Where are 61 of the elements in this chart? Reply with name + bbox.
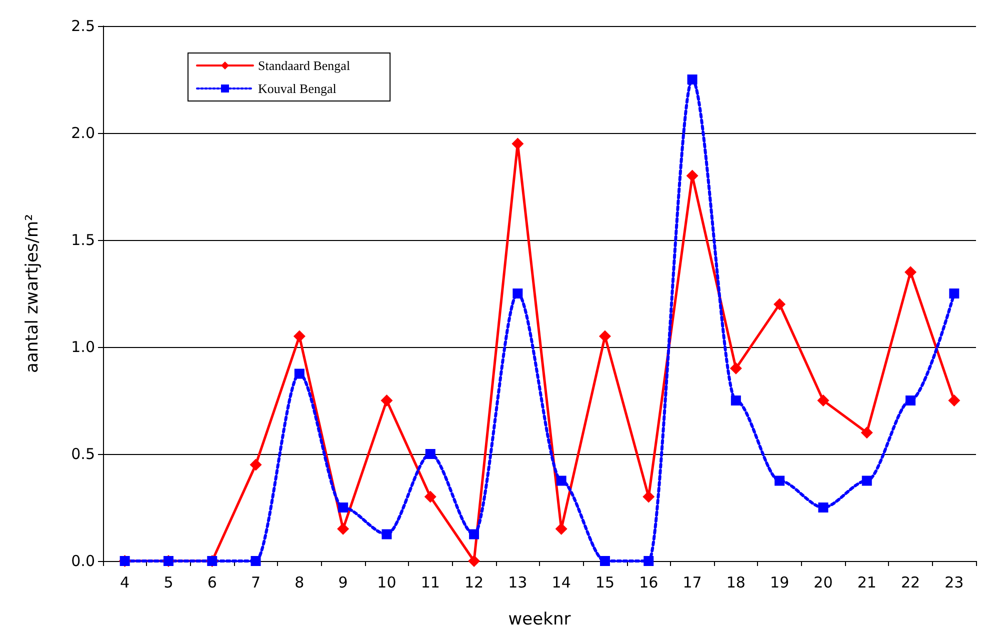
y-tick-label: 1.5: [71, 231, 95, 249]
x-tick-label: 10: [377, 574, 396, 592]
point: [600, 556, 610, 566]
point: [860, 426, 873, 439]
point: [862, 476, 872, 486]
y-tick-label: 0.5: [71, 445, 95, 463]
point: [774, 298, 786, 310]
y-axis-title: aantal zwartjes/m²: [22, 214, 42, 373]
x-tick-label: 4: [120, 574, 130, 592]
y-tick-label: 0.0: [71, 552, 95, 570]
point: [904, 266, 917, 278]
point: [598, 330, 611, 342]
point: [338, 502, 348, 512]
point: [687, 74, 698, 84]
x-tick-label: 6: [207, 574, 217, 592]
x-tick-label: 22: [900, 574, 920, 592]
point: [556, 476, 566, 486]
point: [293, 330, 306, 342]
x-tick-label: 9: [338, 574, 348, 592]
x-tick-label: 12: [464, 574, 484, 592]
x-tick-label: 20: [814, 574, 833, 592]
x-tick-label: 13: [508, 574, 528, 592]
x-tick-label: 14: [552, 574, 571, 592]
point: [818, 502, 828, 512]
x-tick-label: 19: [770, 574, 790, 592]
legend-label: Kouval Bengal: [258, 81, 337, 96]
point: [644, 556, 654, 566]
point: [949, 288, 960, 298]
y-tick-label: 1.0: [71, 338, 95, 356]
point: [424, 490, 436, 503]
point: [250, 556, 261, 566]
x-tick-label: 7: [251, 574, 261, 592]
point: [294, 368, 304, 379]
x-tick-label: 18: [726, 574, 746, 592]
x-tick-label: 8: [294, 574, 304, 592]
point: [512, 138, 524, 150]
point: [380, 394, 393, 406]
x-tick-label: 17: [682, 574, 702, 592]
legend-label: Standaard Bengal: [258, 58, 350, 73]
x-tick-label: 5: [164, 574, 174, 592]
x-tick-label: 11: [420, 574, 440, 592]
point: [469, 529, 480, 540]
point: [730, 362, 742, 374]
y-tick-label: 2.5: [71, 17, 95, 35]
x-tick-label: 16: [639, 574, 658, 592]
point: [906, 396, 916, 406]
point: [774, 476, 785, 486]
point: [425, 449, 436, 459]
point: [730, 396, 741, 406]
point: [512, 288, 523, 298]
point: [468, 555, 480, 567]
point: [817, 394, 830, 406]
x-tick-label: 23: [944, 574, 964, 592]
point: [948, 394, 960, 406]
x-axis-title: weeknr: [508, 610, 571, 630]
x-tick-label: 15: [595, 574, 615, 592]
point: [337, 522, 350, 535]
point: [250, 458, 262, 471]
y-tick-label: 2.0: [71, 124, 95, 142]
point: [382, 529, 392, 540]
x-tick-label: 21: [857, 574, 876, 592]
